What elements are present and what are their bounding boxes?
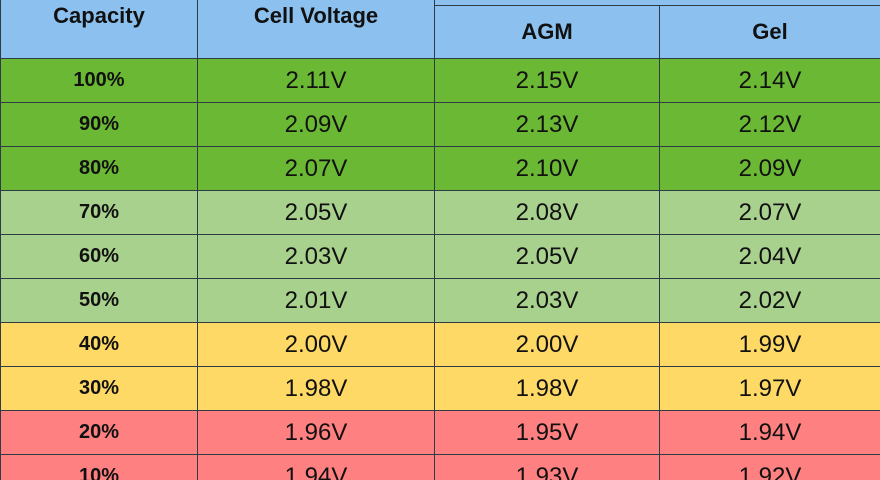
cell-voltage-cell: 2.00V bbox=[197, 322, 435, 367]
gel-voltage-cell: 2.07V bbox=[659, 190, 880, 235]
capacity-cell: 30% bbox=[0, 366, 198, 411]
cell-voltage-cell: 1.96V bbox=[197, 410, 435, 455]
table-row: 60% 2.03V 2.05V 2.04V bbox=[0, 234, 880, 279]
table-row: 80% 2.07V 2.10V 2.09V bbox=[0, 146, 880, 191]
agm-voltage-cell: 2.05V bbox=[434, 234, 660, 279]
gel-voltage-cell: 2.04V bbox=[659, 234, 880, 279]
table-row: 40% 2.00V 2.00V 1.99V bbox=[0, 322, 880, 367]
capacity-cell: 50% bbox=[0, 278, 198, 323]
capacity-cell: 70% bbox=[0, 190, 198, 235]
agm-voltage-cell: 1.98V bbox=[434, 366, 660, 411]
gel-voltage-cell: 1.92V bbox=[659, 454, 880, 480]
header-row-top: Capacity Cell Voltage bbox=[0, 0, 880, 59]
capacity-cell: 90% bbox=[0, 102, 198, 147]
capacity-cell: 100% bbox=[0, 58, 198, 103]
gel-voltage-cell: 2.12V bbox=[659, 102, 880, 147]
gel-voltage-cell: 2.02V bbox=[659, 278, 880, 323]
cell-voltage-cell: 2.03V bbox=[197, 234, 435, 279]
agm-voltage-cell: 1.93V bbox=[434, 454, 660, 480]
cell-voltage-cell: 2.09V bbox=[197, 102, 435, 147]
capacity-cell: 80% bbox=[0, 146, 198, 191]
cell-voltage-cell: 2.11V bbox=[197, 58, 435, 103]
cell-voltage-cell: 1.98V bbox=[197, 366, 435, 411]
table-row: 30% 1.98V 1.98V 1.97V bbox=[0, 366, 880, 411]
gel-voltage-cell: 1.97V bbox=[659, 366, 880, 411]
cell-voltage-cell: 2.07V bbox=[197, 146, 435, 191]
gel-voltage-cell: 2.09V bbox=[659, 146, 880, 191]
capacity-cell: 10% bbox=[0, 454, 198, 480]
agm-voltage-cell: 2.03V bbox=[434, 278, 660, 323]
capacity-cell: 20% bbox=[0, 410, 198, 455]
gel-voltage-cell: 1.99V bbox=[659, 322, 880, 367]
cell-voltage-cell: 2.05V bbox=[197, 190, 435, 235]
capacity-cell: 60% bbox=[0, 234, 198, 279]
header-capacity: Capacity bbox=[0, 0, 198, 59]
header-cell-voltage: Cell Voltage bbox=[197, 0, 435, 59]
table-body: 100% 2.11V 2.15V 2.14V 90% 2.09V 2.13V 2.12V 80%… bbox=[0, 58, 880, 480]
gel-voltage-cell: 2.14V bbox=[659, 58, 880, 103]
agm-voltage-cell: 1.95V bbox=[434, 410, 660, 455]
table-row: 90% 2.09V 2.13V 2.12V bbox=[0, 102, 880, 147]
header-agm: AGM bbox=[434, 5, 660, 59]
capacity-cell: 40% bbox=[0, 322, 198, 367]
agm-voltage-cell: 2.10V bbox=[434, 146, 660, 191]
header-row-bottom: AGM Gel bbox=[1, 5, 880, 59]
agm-voltage-cell: 2.13V bbox=[434, 102, 660, 147]
table-row: 50% 2.01V 2.03V 2.02V bbox=[0, 278, 880, 323]
cell-voltage-cell: 1.94V bbox=[197, 454, 435, 480]
agm-voltage-cell: 2.08V bbox=[434, 190, 660, 235]
table-row: 20% 1.96V 1.95V 1.94V bbox=[0, 410, 880, 455]
gel-voltage-cell: 1.94V bbox=[659, 410, 880, 455]
table-row: 100% 2.11V 2.15V 2.14V bbox=[0, 58, 880, 103]
cell-voltage-cell: 2.01V bbox=[197, 278, 435, 323]
header-gel: Gel bbox=[659, 5, 880, 59]
table-row: 70% 2.05V 2.08V 2.07V bbox=[0, 190, 880, 235]
table-row: 10% 1.94V 1.93V 1.92V bbox=[0, 454, 880, 480]
agm-voltage-cell: 2.15V bbox=[434, 58, 660, 103]
agm-voltage-cell: 2.00V bbox=[434, 322, 660, 367]
